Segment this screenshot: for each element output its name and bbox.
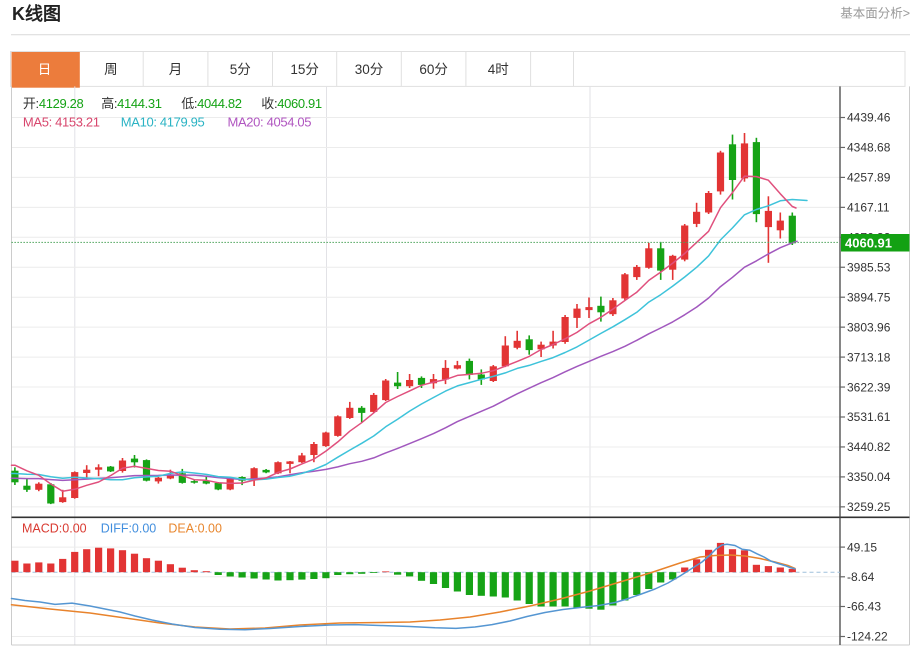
- svg-text:3622.39: 3622.39: [847, 380, 891, 394]
- svg-text:3531.61: 3531.61: [847, 410, 891, 424]
- svg-text:3803.96: 3803.96: [847, 320, 891, 334]
- svg-text:-66.43: -66.43: [847, 600, 881, 614]
- svg-text:4348.68: 4348.68: [847, 141, 891, 155]
- svg-text:4257.89: 4257.89: [847, 171, 891, 185]
- svg-text:基本面分析>: 基本面分析>: [840, 7, 910, 21]
- svg-text:3894.75: 3894.75: [847, 290, 891, 304]
- svg-text:3350.04: 3350.04: [847, 470, 891, 484]
- svg-text:60分: 60分: [419, 62, 448, 77]
- svg-text:周: 周: [104, 62, 118, 77]
- svg-text:5分: 5分: [230, 62, 251, 77]
- svg-text:K线图: K线图: [12, 3, 61, 24]
- svg-text:3440.82: 3440.82: [847, 440, 891, 454]
- svg-text:3259.25: 3259.25: [847, 500, 891, 514]
- svg-text:4060.91: 4060.91: [845, 236, 892, 251]
- svg-text:月: 月: [169, 62, 183, 77]
- svg-text:低:4044.82: 低:4044.82: [181, 96, 242, 111]
- svg-text:4167.11: 4167.11: [847, 201, 890, 215]
- svg-text:49.15: 49.15: [847, 540, 877, 554]
- svg-text:高:4144.31: 高:4144.31: [101, 96, 162, 111]
- svg-text:DEA:0.00: DEA:0.00: [168, 522, 222, 536]
- svg-text:-8.64: -8.64: [847, 570, 875, 584]
- svg-text:3985.53: 3985.53: [847, 260, 891, 274]
- svg-text:日: 日: [38, 62, 52, 77]
- svg-text:4时: 4时: [488, 62, 509, 77]
- svg-text:DIFF:0.00: DIFF:0.00: [101, 522, 157, 536]
- svg-text:MA20: 4054.05: MA20: 4054.05: [228, 115, 312, 130]
- svg-text:15分: 15分: [290, 62, 319, 77]
- svg-text:收:4060.91: 收:4060.91: [261, 96, 322, 111]
- svg-text:-124.22: -124.22: [847, 630, 888, 644]
- svg-text:MA10: 4179.95: MA10: 4179.95: [121, 115, 205, 130]
- svg-text:3713.18: 3713.18: [847, 350, 891, 364]
- svg-text:4439.46: 4439.46: [847, 111, 891, 125]
- svg-text:开:4129.28: 开:4129.28: [23, 96, 84, 111]
- svg-text:30分: 30分: [355, 62, 384, 77]
- svg-text:MACD:0.00: MACD:0.00: [22, 522, 87, 536]
- svg-text:MA5: 4153.21: MA5: 4153.21: [23, 115, 100, 130]
